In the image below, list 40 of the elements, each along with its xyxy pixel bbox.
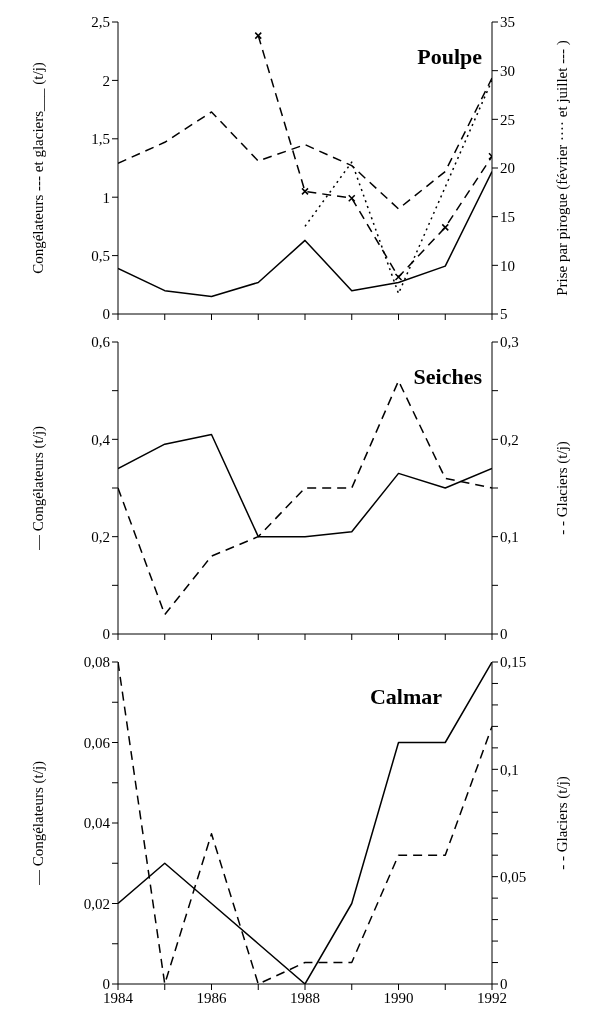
text: Seiches <box>413 364 483 389</box>
text: Poulpe <box>417 44 483 69</box>
y2-tick-label: 0,3 <box>500 334 519 351</box>
y2-tick-label: 20 <box>500 160 515 177</box>
y-tick-label: 0,04 <box>83 815 111 832</box>
y-tick-label: 0,6 <box>91 334 111 351</box>
y-tick-label: 0,4 <box>91 431 111 448</box>
y-tick-label: 1 <box>102 189 110 206</box>
y-tick-label: 2 <box>102 72 110 89</box>
y-tick-label: 0,5 <box>91 247 110 264</box>
y-tick-label: 0,08 <box>83 654 110 671</box>
y2-tick-label: 5 <box>500 306 508 323</box>
y-tick-label: 0,2 <box>91 528 110 545</box>
y2-tick-label: 0,1 <box>500 761 519 778</box>
y2-tick-label: 35 <box>500 14 515 31</box>
y2-tick-label: 0,05 <box>500 868 527 885</box>
y2-tick-label: 0,1 <box>500 528 519 545</box>
y-tick-label: 0 <box>102 626 110 643</box>
y-tick-label: 1,5 <box>91 131 110 148</box>
text: Calmar <box>369 684 443 709</box>
x-tick-label: 1988 <box>290 989 320 1006</box>
y-tick-label: 2,5 <box>91 14 110 31</box>
y2-tick-label: 0 <box>500 626 508 643</box>
y2-axis-title: Prise par pirogue (février ···· et juillet --- ) <box>554 40 572 296</box>
y-tick-label: 0 <box>102 306 110 323</box>
y-axis-title: — Congélateurs (t/j) <box>30 760 48 887</box>
y2-tick-label: 10 <box>500 257 515 274</box>
y2-axis-title: - - Glaciers (t/j) <box>554 776 572 870</box>
y2-tick-label: 0,15 <box>500 654 527 671</box>
x-tick-label: 1990 <box>383 989 414 1006</box>
y-tick-label: 0,06 <box>83 734 111 751</box>
y2-tick-label: 15 <box>500 208 515 225</box>
y-tick-label: 0,02 <box>83 895 110 912</box>
y2-axis-title: - - Glaciers (t/j) <box>554 441 572 535</box>
y-axis-title: — Congélateurs (t/j) <box>30 425 48 552</box>
y2-tick-label: 25 <box>500 111 515 128</box>
x-tick-label: 1986 <box>196 989 227 1006</box>
y2-tick-label: 0,2 <box>500 431 519 448</box>
y2-tick-label: 30 <box>500 62 515 79</box>
y-axis-title: Congélateurs --- et glaciers___ (t/j) <box>30 62 48 274</box>
